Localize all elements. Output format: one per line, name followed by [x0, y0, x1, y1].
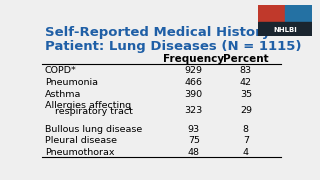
- Text: Asthma: Asthma: [45, 90, 81, 99]
- Text: 75: 75: [188, 136, 200, 145]
- Text: 390: 390: [185, 90, 203, 99]
- Bar: [258, 5, 285, 22]
- Text: 4: 4: [243, 148, 249, 157]
- Text: Pneumothorax: Pneumothorax: [45, 148, 115, 157]
- Text: 8: 8: [243, 125, 249, 134]
- Text: Self-Reported Medical History of: Self-Reported Medical History of: [45, 26, 290, 39]
- Text: 29: 29: [240, 106, 252, 115]
- Text: 93: 93: [188, 125, 200, 134]
- Text: 35: 35: [240, 90, 252, 99]
- Text: 83: 83: [240, 66, 252, 75]
- Text: 48: 48: [188, 148, 200, 157]
- Text: 929: 929: [185, 66, 203, 75]
- Text: 466: 466: [185, 78, 203, 87]
- Text: Pneumonia: Pneumonia: [45, 78, 98, 87]
- Bar: [258, 22, 312, 36]
- Text: 7: 7: [243, 136, 249, 145]
- Text: COPD*: COPD*: [45, 66, 77, 75]
- Text: Bullous lung disease: Bullous lung disease: [45, 125, 142, 134]
- Text: 42: 42: [240, 78, 252, 87]
- Text: 323: 323: [185, 106, 203, 115]
- Text: Pleural disease: Pleural disease: [45, 136, 117, 145]
- Text: Percent: Percent: [223, 54, 269, 64]
- Text: NHLBI: NHLBI: [273, 27, 297, 33]
- Text: respiratory tract: respiratory tract: [55, 107, 133, 116]
- Bar: [285, 5, 312, 22]
- Text: Patient: Lung Diseases (N = 1115): Patient: Lung Diseases (N = 1115): [45, 40, 301, 53]
- Text: Allergies affecting: Allergies affecting: [45, 101, 131, 110]
- Text: Frequency: Frequency: [163, 54, 224, 64]
